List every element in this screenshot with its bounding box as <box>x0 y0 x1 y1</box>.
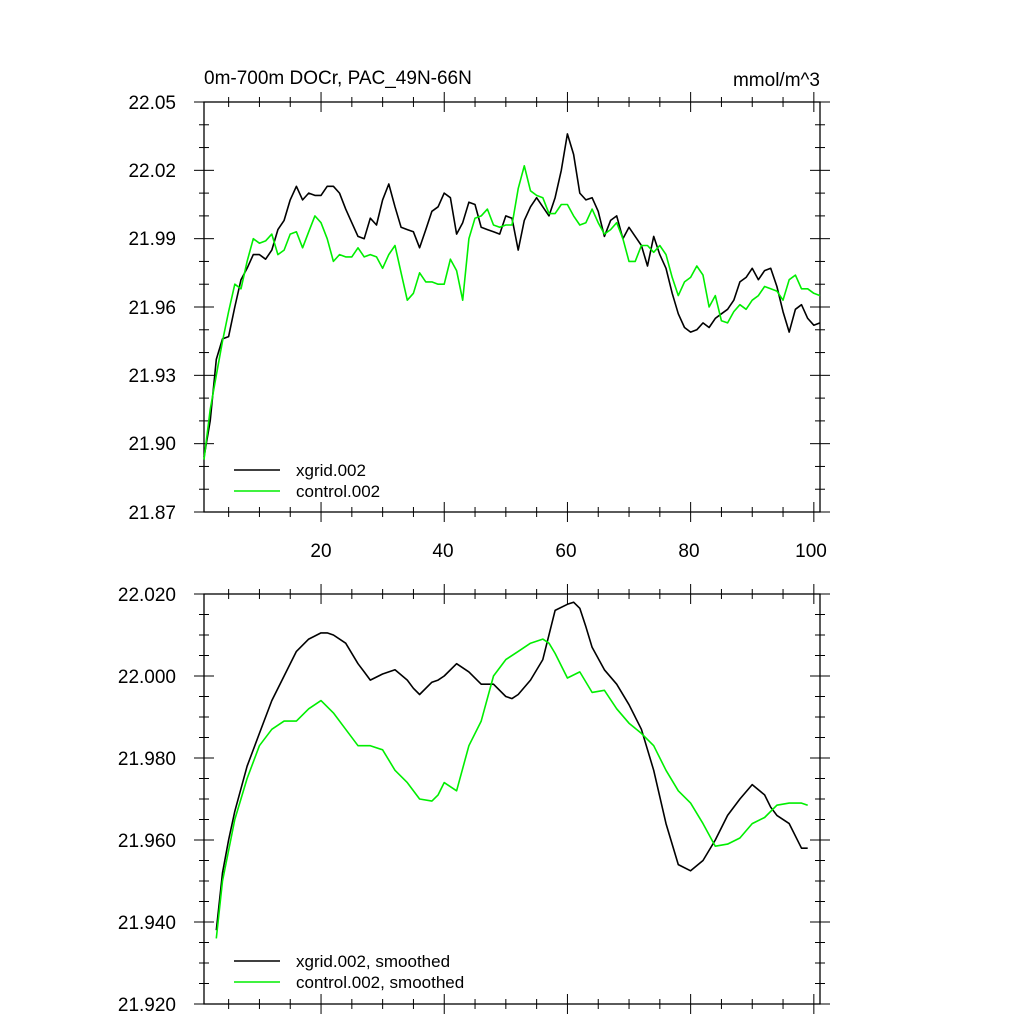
bottom-y-tick-label: 22.000 <box>118 667 176 688</box>
top-x-axis-labels: 20 40 60 80 100 <box>310 541 826 562</box>
top-y-axis-labels: 22.05 22.02 21.99 21.96 21.93 21.90 21.8… <box>128 93 176 524</box>
bottom-chart: 22.020 22.000 21.980 21.960 21.940 21.92… <box>118 584 830 1016</box>
top-legend: xgrid.002 control.002 <box>234 461 380 501</box>
bottom-legend: xgrid.002, smoothed control.002, smoothe… <box>234 952 464 992</box>
bottom-series-group <box>215 601 808 939</box>
top-legend-label-xgrid: xgrid.002 <box>296 461 366 480</box>
top-y-tick-label: 22.05 <box>128 93 176 114</box>
bottom-legend-label-control: control.002, smoothed <box>296 973 464 992</box>
top-y-tick-label: 21.96 <box>128 298 176 319</box>
top-y-tick-label: 21.99 <box>128 229 176 250</box>
series-line-xgrid <box>203 133 821 458</box>
top-axis-ticks <box>194 92 830 522</box>
top-y-tick-label: 21.87 <box>128 503 176 524</box>
bottom-y-tick-label: 22.020 <box>118 585 176 606</box>
top-x-tick-label: 100 <box>795 541 827 562</box>
bottom-y-tick-label: 21.940 <box>118 913 176 934</box>
top-y-tick-label: 21.93 <box>128 366 176 387</box>
top-y-tick-label: 21.90 <box>128 434 176 455</box>
bottom-y-tick-label: 21.960 <box>118 831 176 852</box>
top-legend-label-control: control.002 <box>296 482 380 501</box>
top-x-tick-label: 20 <box>310 541 331 562</box>
top-chart-units: mmol/m^3 <box>733 70 820 91</box>
bottom-axis-ticks <box>194 584 830 1014</box>
top-x-tick-label: 40 <box>432 541 453 562</box>
bottom-y-tick-label: 21.920 <box>118 995 176 1016</box>
top-y-tick-label: 22.02 <box>128 161 176 182</box>
top-x-tick-label: 80 <box>678 541 699 562</box>
top-chart-title: 0m-700m DOCr, PAC_49N-66N <box>204 68 472 89</box>
top-x-tick-label: 60 <box>555 541 576 562</box>
bottom-legend-label-xgrid: xgrid.002, smoothed <box>296 952 450 971</box>
top-chart: 0m-700m DOCr, PAC_49N-66N mmol/m^3 22.05… <box>128 68 830 562</box>
series-line-control <box>203 165 821 460</box>
series-line-xgrid <box>215 601 808 931</box>
top-plot-frame <box>203 101 821 513</box>
bottom-y-tick-label: 21.980 <box>118 749 176 770</box>
bottom-y-axis-labels: 22.020 22.000 21.980 21.960 21.940 21.92… <box>118 585 176 1016</box>
series-line-control <box>215 638 808 939</box>
top-series-group <box>203 133 821 460</box>
